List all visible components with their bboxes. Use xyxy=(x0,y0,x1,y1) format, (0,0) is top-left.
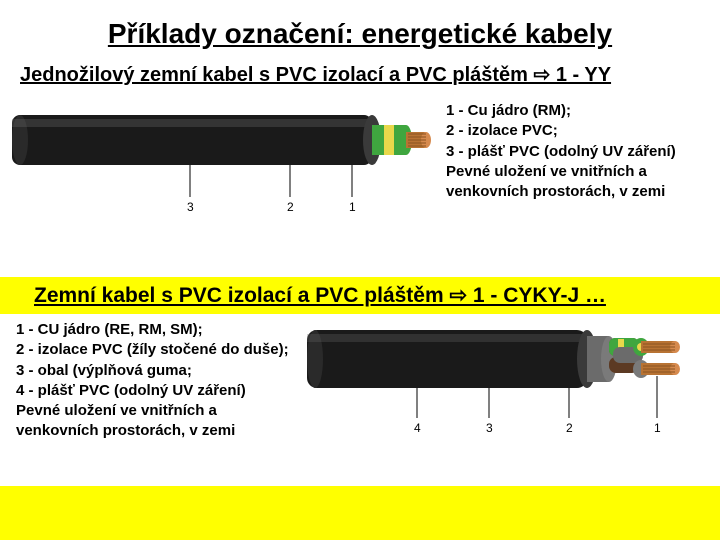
desc-box-2: 1 - CU jádro (RE, RM, SM); 2 - izolace P… xyxy=(12,316,293,446)
section-2-header: Zemní kabel s PVC izolací a PVC pláštěm … xyxy=(0,277,720,314)
svg-text:2: 2 xyxy=(566,421,573,435)
desc2-l1: 1 - CU jádro (RE, RM, SM); xyxy=(16,320,289,340)
page-title: Příklady označení: energetické kabely xyxy=(0,0,720,54)
desc2-l4: 4 - plášť PVC (odolný UV záření) xyxy=(16,381,289,401)
leader-3: 3 xyxy=(187,200,194,214)
section-1: Jednožilový zemní kabel s PVC izolací a … xyxy=(0,54,720,217)
desc-box-1: 1 - Cu jádro (RM); 2 - izolace PVC; 3 - … xyxy=(442,97,680,206)
desc1-l2: 2 - izolace PVC; xyxy=(446,121,676,141)
cable-image-1: 3 2 1 xyxy=(12,97,432,217)
desc2-l6: venkovních prostorách, v zemi xyxy=(16,421,289,441)
leader-2: 2 xyxy=(287,200,294,214)
svg-text:1: 1 xyxy=(654,421,661,435)
bottom-yellow-band xyxy=(0,486,720,540)
leader-1: 1 xyxy=(349,200,356,214)
desc2-l2: 2 - izolace PVC (žíly stočené do duše); xyxy=(16,340,289,360)
section-2: 1 - CU jádro (RE, RM, SM); 2 - izolace P… xyxy=(0,314,720,446)
desc2-l5: Pevné uložení ve vnitřních a xyxy=(16,401,289,421)
desc1-l4: Pevné uložení ve vnitřních a xyxy=(446,162,676,182)
desc1-l1: 1 - Cu jádro (RM); xyxy=(446,101,676,121)
desc1-l3: 3 - plášť PVC (odolný UV záření) xyxy=(446,142,676,162)
desc1-l5: venkovních prostorách, v zemi xyxy=(446,182,676,202)
subtitle-2: Zemní kabel s PVC izolací a PVC pláštěm … xyxy=(0,277,720,314)
svg-text:4: 4 xyxy=(414,421,421,435)
subtitle-1: Jednožilový zemní kabel s PVC izolací a … xyxy=(0,54,720,93)
desc2-l3: 3 - obal (výplňová guma; xyxy=(16,361,289,381)
cable-image-2: 1 2 3 4 xyxy=(307,316,687,446)
svg-text:3: 3 xyxy=(486,421,493,435)
